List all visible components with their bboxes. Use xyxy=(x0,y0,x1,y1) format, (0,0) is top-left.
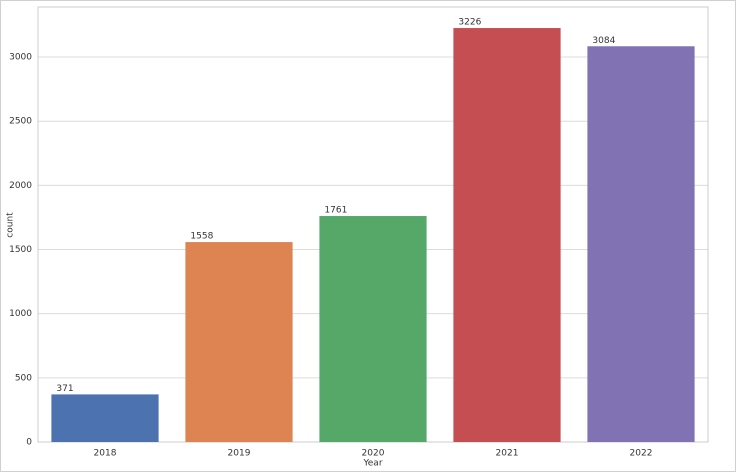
data-label: 1558 xyxy=(190,232,213,242)
bar xyxy=(51,394,159,442)
x-tick-label: 2020 xyxy=(362,449,385,459)
y-tick-label: 1500 xyxy=(9,245,32,255)
bar xyxy=(587,46,695,442)
y-tick-label: 0 xyxy=(26,438,32,448)
bar xyxy=(453,28,561,442)
y-tick-label: 1000 xyxy=(9,309,32,319)
y-tick-label: 3000 xyxy=(9,53,32,63)
x-axis-label: Year xyxy=(362,459,382,469)
data-label: 371 xyxy=(56,384,73,394)
data-label: 3226 xyxy=(458,18,481,28)
data-label: 1761 xyxy=(324,206,347,216)
bar xyxy=(185,242,293,442)
x-tick-label: 2022 xyxy=(630,449,653,459)
data-label: 3084 xyxy=(592,36,615,46)
bar xyxy=(319,216,427,442)
y-tick-label: 2000 xyxy=(9,181,32,191)
y-tick-label: 2500 xyxy=(9,117,32,127)
y-tick-label: 500 xyxy=(15,373,32,383)
x-tick-label: 2019 xyxy=(228,449,251,459)
x-tick-label: 2018 xyxy=(94,449,117,459)
x-tick-label: 2021 xyxy=(496,449,519,459)
y-axis-label: count xyxy=(6,212,16,238)
